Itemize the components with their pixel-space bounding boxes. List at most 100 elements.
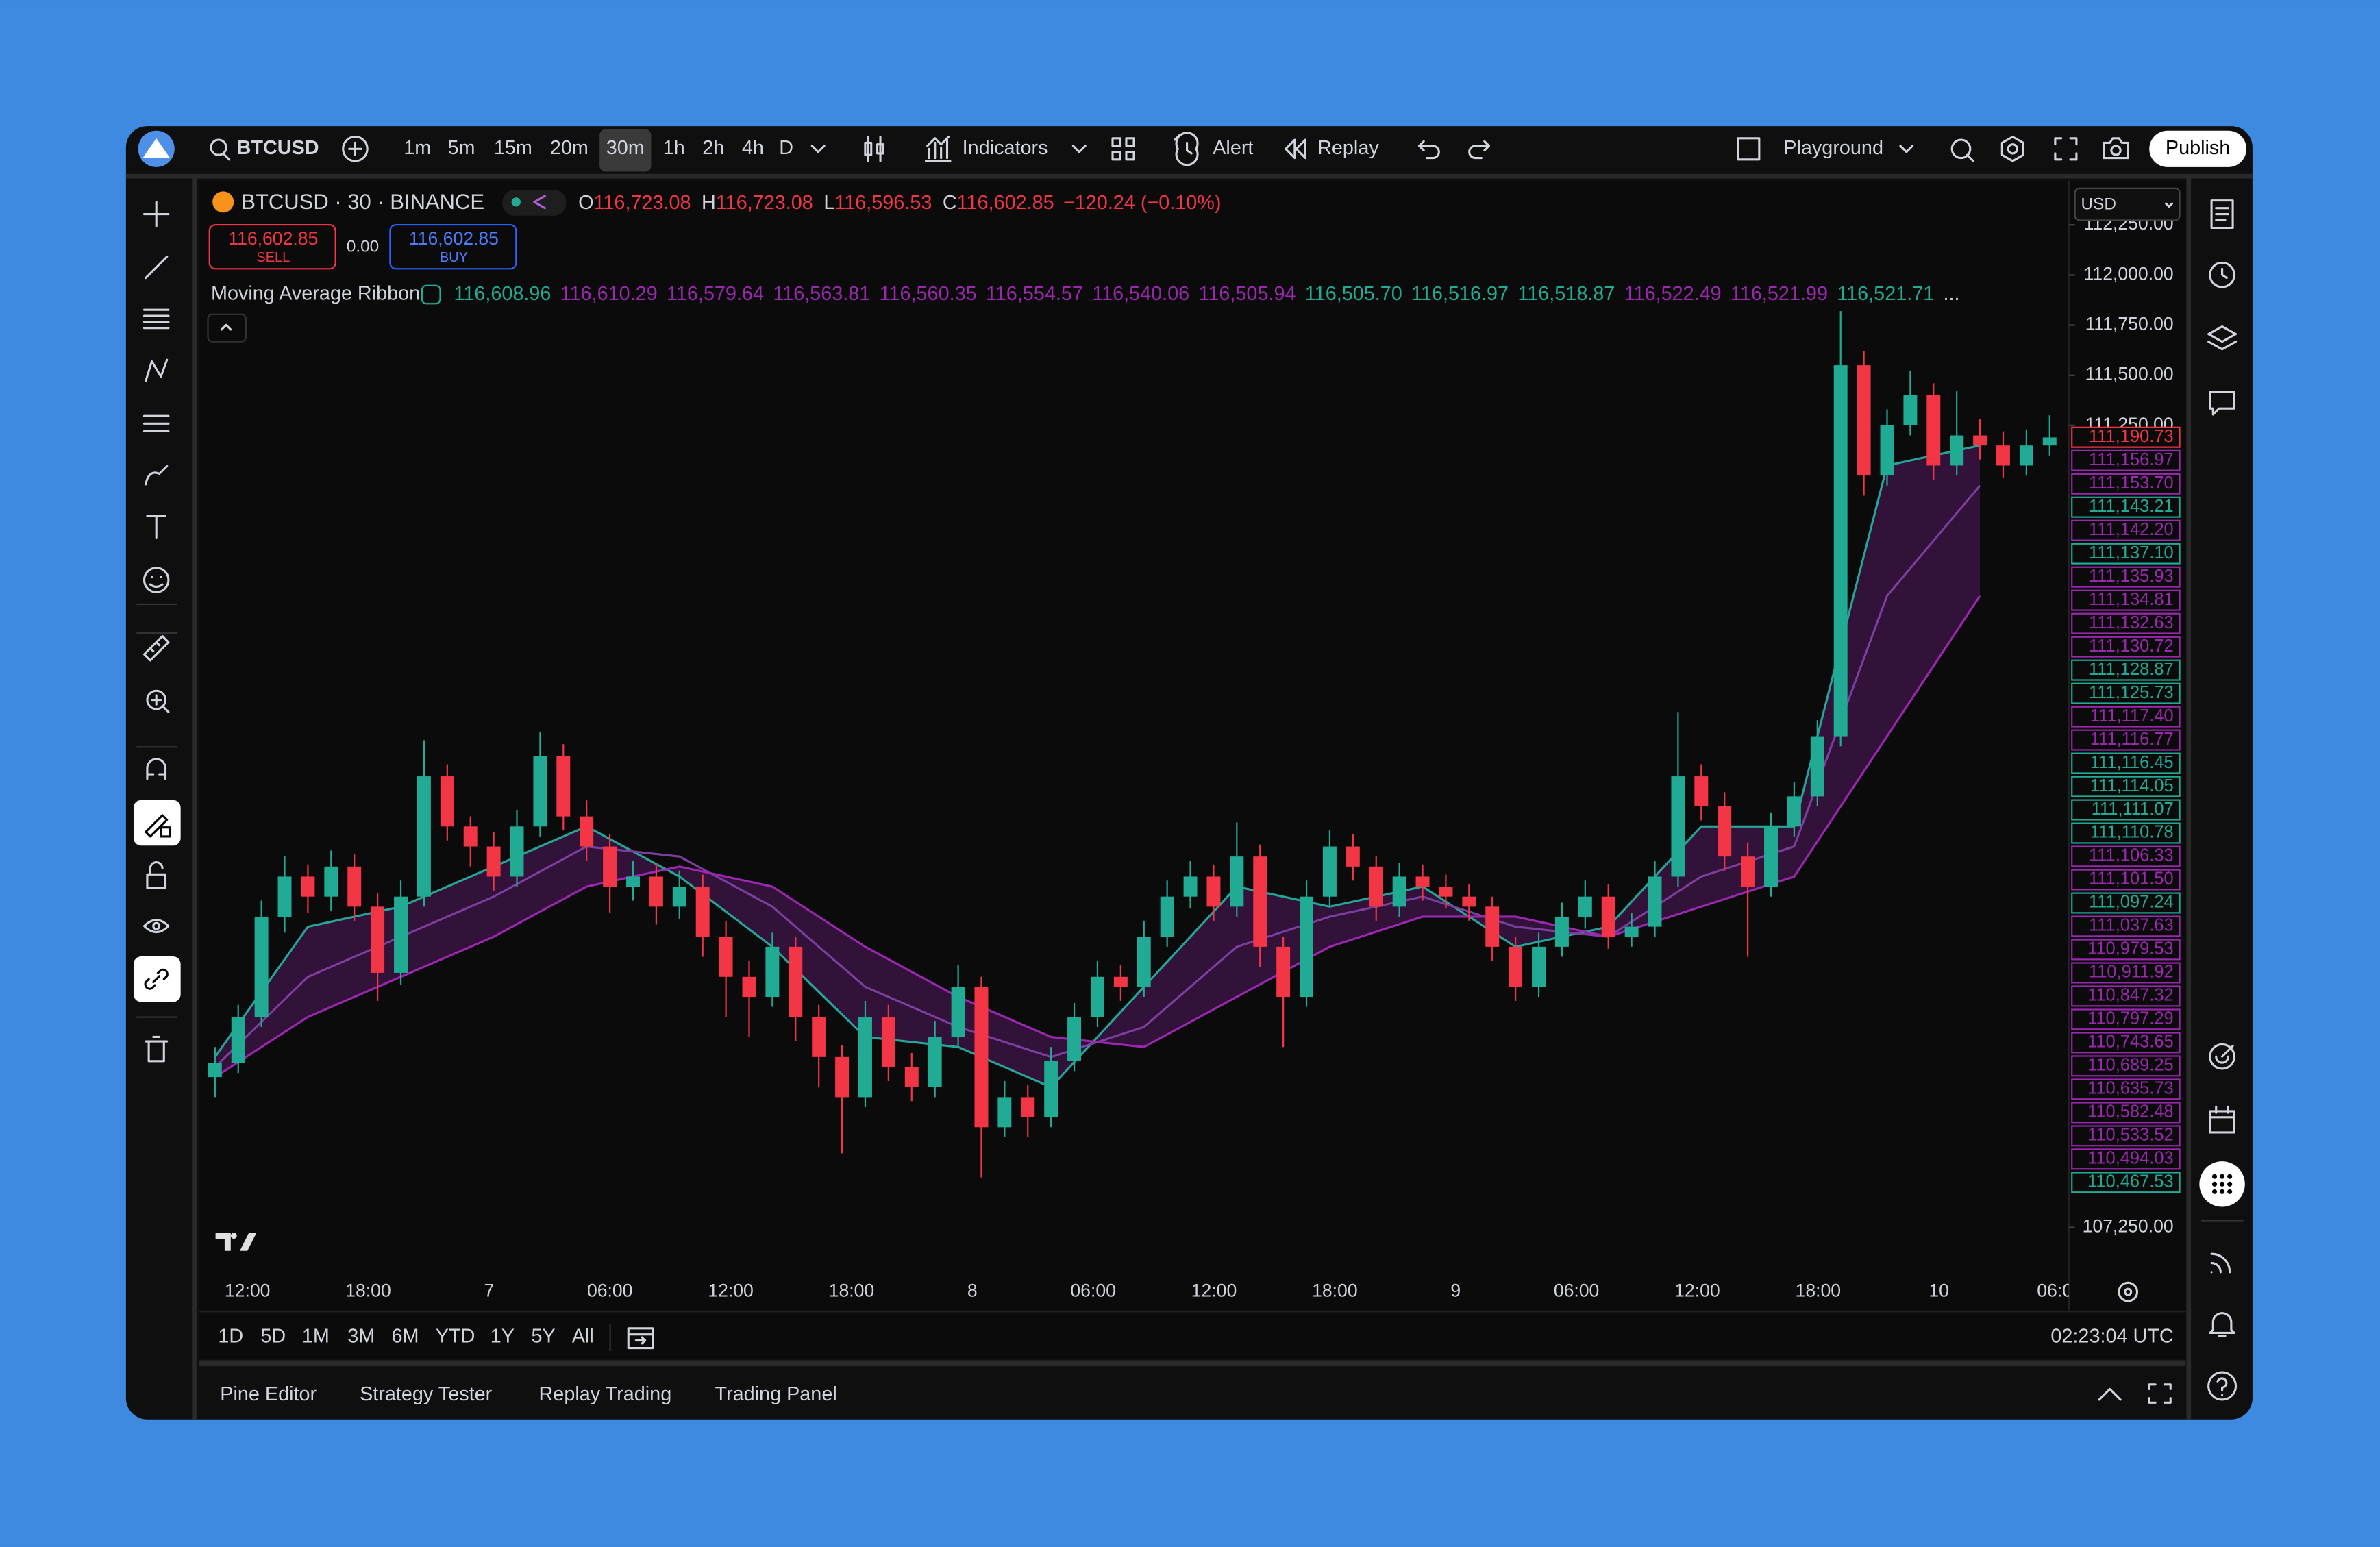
candle-body	[1415, 876, 1430, 887]
undo[interactable]	[1417, 140, 1440, 160]
tool[interactable]	[142, 919, 170, 934]
sidebar-icon[interactable]	[2209, 1043, 2235, 1070]
status-icon[interactable]	[533, 195, 546, 210]
tool[interactable]	[142, 634, 170, 662]
indicators-icon[interactable]	[924, 136, 952, 162]
tool[interactable]	[145, 1035, 169, 1063]
panel-tab[interactable]: Replay Trading	[539, 1383, 672, 1405]
quick-search[interactable]	[1950, 138, 1974, 162]
currency-select[interactable]	[2074, 187, 2181, 221]
tool[interactable]	[146, 689, 170, 713]
indicator-more: ...	[1944, 283, 1960, 305]
ribbon-label: 111,116.45	[2090, 753, 2174, 772]
tool[interactable]	[144, 968, 169, 990]
interval[interactable]: 1h	[663, 137, 685, 159]
tool[interactable]	[146, 758, 167, 780]
indicators[interactable]: Indicators	[963, 137, 1048, 159]
sidebar-icon[interactable]	[2209, 391, 2235, 416]
tool[interactable]	[142, 414, 170, 432]
alert-icon[interactable]	[1174, 132, 1199, 166]
legend-title[interactable]: BTCUSD · 30 · BINANCE	[241, 190, 484, 214]
collapse-icon[interactable]	[220, 323, 232, 331]
tool[interactable]	[142, 201, 170, 227]
chevron[interactable]	[810, 145, 826, 153]
sidebar-icon[interactable]	[2209, 1312, 2235, 1337]
collapse-button[interactable]	[207, 313, 247, 343]
interval[interactable]: 2h	[702, 137, 724, 159]
interval[interactable]: 30m	[606, 137, 645, 159]
interval[interactable]: 4h	[742, 137, 764, 159]
price-tick-label: 111,500.00	[2085, 364, 2174, 384]
range-button[interactable]: 1M	[302, 1326, 330, 1348]
ribbon-label: 110,494.03	[2087, 1149, 2174, 1168]
templates[interactable]	[1111, 137, 1135, 161]
range-button[interactable]: All	[572, 1326, 594, 1348]
range-button[interactable]: 3M	[347, 1326, 375, 1348]
snapshot[interactable]	[2103, 137, 2129, 160]
tool[interactable]	[142, 567, 170, 593]
range-button[interactable]: 5D	[260, 1326, 286, 1348]
tool[interactable]	[145, 465, 169, 486]
axis-settings[interactable]	[2118, 1281, 2139, 1302]
sidebar-icon[interactable]	[2209, 1105, 2235, 1134]
sell-button[interactable]	[208, 223, 336, 270]
interval[interactable]: 5m	[448, 137, 475, 159]
tool[interactable]	[146, 515, 167, 539]
panel-expand[interactable]	[2098, 1387, 2122, 1401]
ribbon-line	[214, 444, 1981, 1089]
tool[interactable]	[146, 861, 167, 889]
layout-name[interactable]: Playground	[1783, 137, 1883, 159]
ribbon-label-box	[2071, 985, 2181, 1007]
sidebar-icon[interactable]	[2210, 199, 2234, 230]
chevron[interactable]	[2165, 202, 2174, 208]
currency[interactable]: USD	[2081, 195, 2116, 214]
tool[interactable]	[145, 358, 169, 382]
panel-tab[interactable]: Pine Editor	[220, 1383, 317, 1405]
ribbon-label-box	[2071, 752, 2181, 774]
tool[interactable]	[145, 814, 171, 838]
tool[interactable]	[142, 308, 170, 330]
interval[interactable]: D	[779, 137, 793, 159]
candle-body	[2042, 437, 2057, 446]
range-button[interactable]: 5Y	[532, 1326, 556, 1348]
replay-icon[interactable]	[1285, 138, 1306, 160]
interval[interactable]: 1m	[404, 137, 431, 159]
search-icon[interactable]	[210, 138, 231, 161]
range-button[interactable]: 1Y	[491, 1326, 515, 1348]
range-button[interactable]: 1D	[218, 1326, 243, 1348]
candle-body	[347, 866, 362, 907]
sidebar-icon[interactable]	[2210, 1252, 2231, 1274]
sidebar-icon[interactable]	[2207, 1371, 2238, 1401]
candle-body	[1694, 776, 1709, 806]
chevron[interactable]	[1071, 145, 1087, 153]
layout-icon[interactable]	[1737, 137, 1761, 161]
goto-date[interactable]	[627, 1327, 654, 1350]
panel-tab[interactable]: Strategy Tester	[360, 1383, 493, 1405]
panel-tab[interactable]: Trading Panel	[715, 1383, 837, 1405]
fullscreen[interactable]	[2054, 137, 2078, 161]
sidebar-icon[interactable]	[2207, 325, 2238, 351]
sidebar-icon[interactable]	[2209, 261, 2235, 288]
buy-button[interactable]	[389, 223, 517, 270]
chevron[interactable]	[1899, 145, 1914, 153]
publish-button[interactable]	[2149, 130, 2247, 167]
clock[interactable]: 02:23:04 UTC	[2050, 1326, 2173, 1348]
redo[interactable]	[1468, 140, 1491, 160]
interval[interactable]: 15m	[494, 137, 532, 159]
tool[interactable]	[145, 256, 169, 280]
chart-type[interactable]	[864, 136, 885, 162]
alert[interactable]: Alert	[1213, 137, 1253, 159]
replay[interactable]: Replay	[1317, 137, 1379, 159]
settings[interactable]	[2000, 136, 2024, 162]
indicator-name[interactable]: Moving Average Ribbon	[211, 283, 420, 305]
add-symbol[interactable]	[342, 136, 369, 162]
range-button[interactable]: YTD	[436, 1326, 475, 1348]
candle-body	[533, 756, 547, 827]
range-button[interactable]: 6M	[392, 1326, 419, 1348]
symbol[interactable]: BTCUSD	[237, 137, 319, 159]
interval[interactable]: 20m	[550, 137, 588, 159]
panel-maximize[interactable]	[2148, 1383, 2172, 1404]
ribbon-label: 111,101.50	[2089, 869, 2174, 889]
time-label: 12:00	[708, 1280, 754, 1301]
publish[interactable]: Publish	[2166, 137, 2230, 159]
